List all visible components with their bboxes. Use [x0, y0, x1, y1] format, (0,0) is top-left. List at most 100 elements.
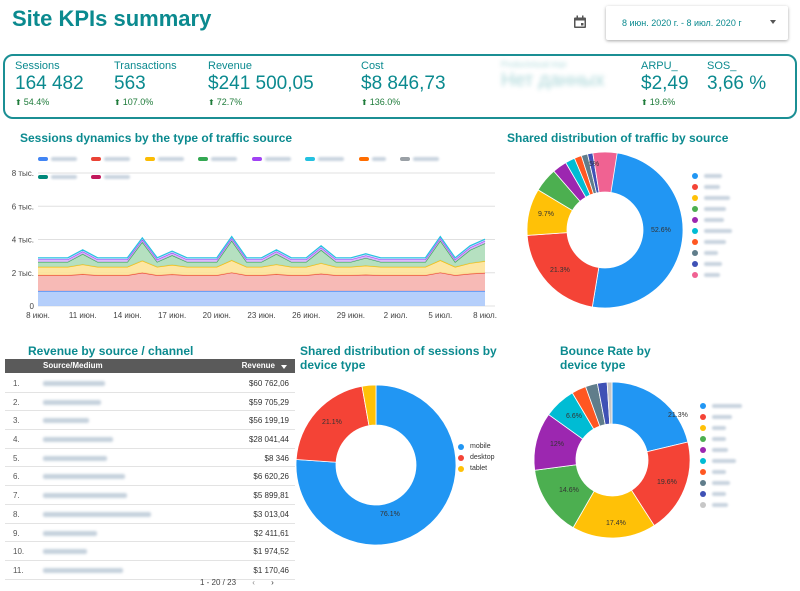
row-number: 4. [13, 435, 20, 445]
legend-dot [692, 238, 698, 245]
legend-item[interactable]: desktop [458, 452, 495, 463]
donut-slice[interactable] [591, 151, 684, 309]
legend-label-redacted [704, 272, 720, 277]
legend-item[interactable] [198, 156, 238, 163]
legend-item[interactable] [692, 192, 732, 203]
legend-item[interactable] [700, 444, 742, 455]
donut-slice[interactable] [592, 151, 618, 193]
legend-item[interactable] [700, 400, 742, 411]
legend-item[interactable] [692, 269, 732, 280]
legend-dot [700, 490, 706, 497]
kpi-label: ARPU_ [641, 60, 678, 72]
revenue-value: $28 041,44 [248, 435, 289, 445]
kpi-revenue: Revenue $241 500,05 ⬆ 72.7% [208, 60, 314, 107]
table-row[interactable]: 2. $59 705,29 [5, 393, 295, 412]
legend-item[interactable] [91, 156, 131, 163]
row-number: 7. [13, 491, 20, 501]
kpi-delta: ⬆ 107.0% [114, 97, 154, 107]
legend-item[interactable] [38, 174, 77, 181]
legend-item[interactable] [692, 203, 732, 214]
area-series [38, 291, 485, 306]
donut-slice[interactable] [526, 232, 600, 308]
table-row[interactable]: 5. $8 346 [5, 449, 295, 468]
table-row[interactable]: 8. $3 013,04 [5, 505, 295, 524]
column-header-source[interactable]: Source/Medium [43, 361, 103, 370]
kpi-value: $241 500,05 [208, 73, 314, 94]
legend-item[interactable] [251, 156, 291, 163]
legend-item[interactable] [700, 466, 742, 477]
legend-item[interactable] [700, 422, 742, 433]
kpi-product-impressions: Productvisual impr Нет данных [501, 60, 604, 92]
sort-desc-icon[interactable] [281, 365, 287, 369]
legend-item[interactable] [700, 411, 742, 422]
table-row[interactable]: 7. $5 899,81 [5, 486, 295, 505]
x-tick-label: 17 июн. [158, 311, 186, 320]
legend-item[interactable] [692, 181, 732, 192]
x-tick-label: 2 июл. [384, 311, 408, 320]
slice-label: 17.4% [606, 520, 626, 527]
legend-item[interactable] [700, 488, 742, 499]
revenue-value: $56 199,19 [248, 416, 289, 426]
kpi-value: 3,66 % [707, 73, 767, 94]
legend-label-redacted [712, 458, 736, 463]
legend-item[interactable] [700, 477, 742, 488]
legend-label-redacted [712, 480, 730, 485]
device-share-donut: 76.1% 21.1% [296, 384, 456, 546]
kpi-sos: SOS_ 3,66 % [707, 60, 766, 95]
legend-dot [692, 172, 698, 179]
table-row[interactable]: 6. $6 620,26 [5, 467, 295, 487]
revenue-value: $1 170,46 [253, 565, 289, 575]
x-tick-label: 29 июн. [337, 311, 365, 320]
legend-item[interactable] [700, 455, 742, 466]
legend-item[interactable] [700, 433, 742, 444]
slice-label: 21.3% [550, 267, 570, 274]
table-row[interactable]: 9. $2 411,61 [5, 524, 295, 543]
legend-item[interactable] [692, 214, 732, 225]
legend-item[interactable]: tablet [458, 463, 495, 474]
donut-slice[interactable] [630, 441, 691, 527]
legend-dot [692, 205, 698, 212]
date-range-text: 8 июн. 2020 г. - 8 июл. 2020 г [622, 18, 742, 28]
donut-slice[interactable] [361, 384, 377, 427]
legend-dot [692, 271, 698, 278]
table-row[interactable]: 1. $60 762,06 [5, 374, 295, 393]
table-row[interactable]: 4. $28 041,44 [5, 430, 295, 449]
bounce-rate-title: Bounce Rate by device type [560, 344, 651, 372]
revenue-value: $60 762,06 [248, 379, 289, 388]
legend-dot [458, 454, 464, 461]
legend-label-redacted [712, 469, 726, 474]
column-header-revenue[interactable]: Revenue [241, 361, 275, 370]
legend-item[interactable] [358, 156, 386, 163]
legend-item[interactable] [692, 258, 732, 269]
date-range-selector[interactable]: 8 июн. 2020 г. - 8 июл. 2020 г [606, 6, 788, 40]
arrow-up-icon: ⬆ [641, 98, 648, 107]
source-medium-redacted [43, 381, 105, 386]
legend-item[interactable] [305, 156, 345, 163]
legend-item[interactable] [692, 170, 732, 181]
kpi-arpu: ARPU_ $2,49 ⬆ 19.6% [641, 60, 689, 107]
area-series [38, 240, 485, 267]
x-tick-label: 20 июн. [203, 311, 231, 320]
legend-item[interactable]: mobile [458, 441, 495, 452]
donut-slice[interactable] [606, 381, 613, 425]
calendar-icon[interactable] [573, 15, 587, 29]
legend-item[interactable] [400, 156, 440, 163]
legend-item[interactable] [692, 247, 732, 258]
legend-item[interactable] [144, 156, 184, 163]
legend-item[interactable] [91, 174, 131, 181]
legend-item[interactable] [692, 236, 732, 247]
donut-slice[interactable] [611, 381, 689, 453]
slice-label: 14.6% [559, 487, 579, 494]
x-tick-label: 11 июн. [69, 311, 97, 320]
legend-item[interactable] [700, 499, 742, 510]
table-row[interactable]: 10. $1 974,52 [5, 542, 295, 561]
table-row[interactable]: 11. $1 170,46 [5, 561, 295, 580]
chevron-right-icon[interactable]: › [271, 578, 274, 587]
legend-item[interactable] [38, 156, 77, 163]
table-row[interactable]: 3. $56 199,19 [5, 411, 295, 431]
chevron-left-icon[interactable]: ‹ [252, 578, 255, 587]
slice-label: 5% [589, 161, 599, 168]
legend-item[interactable] [692, 225, 732, 236]
legend-dot [692, 227, 698, 234]
donut-slice[interactable] [296, 384, 456, 546]
